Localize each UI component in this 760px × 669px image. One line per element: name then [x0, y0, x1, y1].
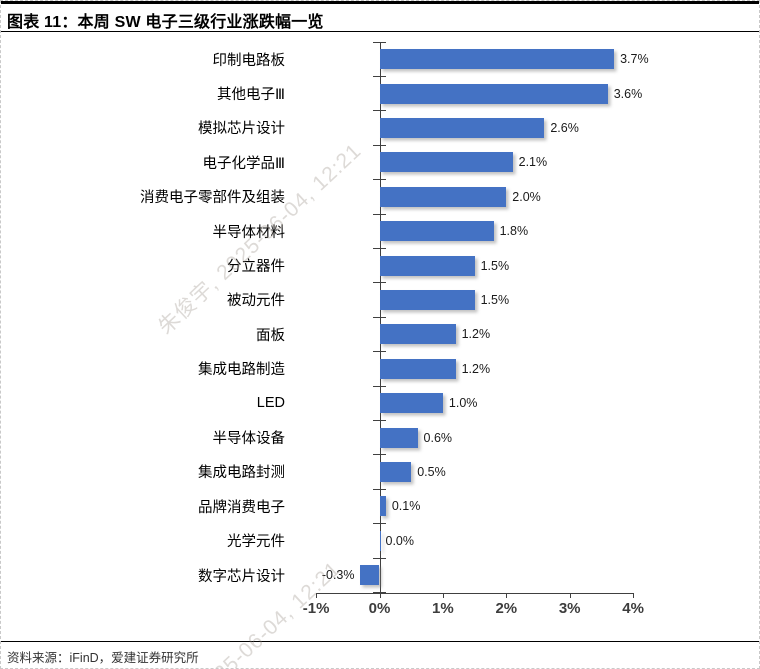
bar-row: 印制电路板 3.7% [1, 42, 759, 76]
value-label: 1.2% [461, 361, 491, 376]
value-label: 3.7% [620, 52, 649, 67]
bar-row: 分立器件 1.5% [1, 248, 759, 282]
value-label: 0.5% [417, 464, 446, 479]
y-axis-tick [373, 557, 386, 559]
category-label: 其他电子Ⅲ [217, 87, 285, 104]
y-axis-tick [373, 316, 386, 318]
category-label: 集成电路封测 [198, 465, 285, 482]
category-label: 半导体设备 [212, 431, 286, 448]
bar [360, 565, 380, 586]
bar-row: 电子化学品Ⅲ 2.1% [1, 145, 759, 179]
bar-row: 集成电路制造 1.2% [1, 352, 759, 386]
bar-row: 半导体设备 0.6% [1, 420, 759, 454]
y-axis-tick [373, 351, 386, 353]
bar-row: 半导体材料 1.8% [1, 214, 759, 248]
category-label: 面板 [256, 327, 285, 344]
category-label: 模拟芯片设计 [198, 121, 285, 138]
x-axis-tick-label: -1% [302, 600, 330, 617]
bar-row: 品牌消费电子 0.1% [1, 489, 759, 523]
bar [379, 186, 507, 207]
bar [379, 221, 494, 242]
y-axis-line [379, 42, 381, 594]
bar [379, 117, 545, 138]
x-axis-tick [569, 593, 571, 598]
y-axis-tick [373, 385, 386, 387]
source-note: 资料来源：iFinD，爱建证券研究所 [1, 641, 759, 668]
x-axis-tick-label: 0% [368, 600, 391, 617]
value-label: 1.5% [480, 292, 510, 307]
bar [379, 152, 513, 173]
x-axis-tick-label: 4% [622, 600, 644, 617]
category-label: 被动元件 [227, 293, 285, 310]
bar [379, 393, 443, 414]
value-label: 1.5% [480, 258, 510, 273]
bar-row: 其他电子Ⅲ 3.6% [1, 76, 759, 110]
value-label: 2.0% [512, 189, 541, 204]
category-label: LED [256, 395, 285, 412]
value-label: 0.6% [423, 430, 453, 445]
y-axis-tick [373, 591, 386, 593]
category-label: 光学元件 [227, 534, 285, 551]
category-label: 印制电路板 [212, 52, 286, 69]
x-axis-line [316, 593, 634, 594]
bar-row: LED 1.0% [1, 386, 759, 420]
figure-title: 图表 11：本周 SW 电子三级行业涨跌幅一览 [1, 1, 759, 32]
bar [379, 289, 475, 310]
bar-chart: 印制电路板 3.7% 其他电子Ⅲ 3.6% 模拟芯片设计 2.6% 电子化学品Ⅲ 2.1% 消费… [1, 32, 759, 641]
bar-row: 集成电路封测 0.5% [1, 455, 759, 489]
y-axis-tick [373, 41, 386, 43]
category-label: 品牌消费电子 [198, 499, 285, 516]
x-axis-tick-label: 3% [558, 600, 581, 617]
bar-row: 面板 1.2% [1, 317, 759, 351]
bar [379, 461, 412, 482]
category-label: 集成电路制造 [198, 362, 285, 379]
y-axis-tick [373, 488, 386, 490]
bar [379, 255, 475, 276]
y-axis-tick [373, 523, 386, 525]
bar-row: 被动元件 1.5% [1, 283, 759, 317]
y-axis-tick [373, 282, 386, 284]
x-axis-tick-label: 1% [432, 600, 454, 617]
value-label: -0.3% [321, 568, 355, 583]
bar-row: 数字芯片设计 -0.3% [1, 558, 759, 592]
x-axis-tick [316, 593, 318, 598]
y-axis-tick [373, 110, 386, 112]
x-axis-tick [442, 593, 444, 598]
x-axis-tick [506, 593, 508, 598]
value-label: 2.6% [550, 120, 579, 135]
category-label: 电子化学品Ⅲ [202, 155, 286, 172]
value-label: 3.6% [613, 86, 643, 101]
category-label: 分立器件 [227, 259, 285, 276]
bar [379, 324, 456, 345]
bar [379, 496, 386, 517]
value-label: 1.8% [499, 224, 529, 239]
category-label: 消费电子零部件及组装 [140, 190, 285, 207]
bar-row: 光学元件 0.0% [1, 524, 759, 558]
category-label: 半导体材料 [212, 224, 286, 241]
x-axis-tick-label: 2% [495, 600, 518, 617]
category-label: 数字芯片设计 [198, 568, 285, 585]
y-axis-tick [373, 179, 386, 181]
y-axis-tick [373, 419, 386, 421]
bar-row: 模拟芯片设计 2.6% [1, 111, 759, 145]
y-axis-tick [373, 144, 386, 146]
bar [379, 49, 615, 70]
x-axis-tick [633, 593, 635, 598]
bar [379, 83, 608, 104]
y-axis-tick [373, 454, 386, 456]
value-label: 1.0% [448, 396, 478, 411]
value-label: 0.0% [385, 533, 415, 548]
value-label: 2.1% [518, 155, 548, 170]
y-axis-tick [373, 75, 386, 77]
bar [379, 427, 418, 448]
value-label: 1.2% [461, 327, 491, 342]
bar [379, 358, 456, 379]
y-axis-tick [373, 213, 386, 215]
x-axis-tick [379, 593, 381, 598]
bar-row: 消费电子零部件及组装 2.0% [1, 180, 759, 214]
bar [379, 530, 381, 551]
y-axis-tick [373, 247, 386, 249]
value-label: 0.1% [391, 499, 421, 514]
